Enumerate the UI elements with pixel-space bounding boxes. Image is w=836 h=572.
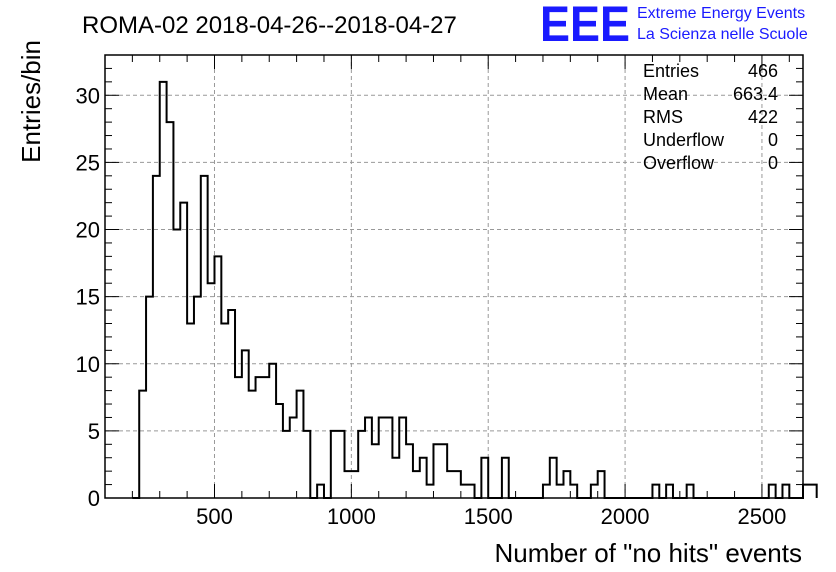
y-tick-labels: 0 5 10 15 20 25 30 (76, 83, 100, 511)
histogram-bin (249, 391, 256, 498)
histogram-bin (392, 458, 399, 498)
x-tick-label: 1000 (327, 504, 376, 529)
y-tick-label: 0 (88, 486, 100, 511)
histogram-bin (187, 323, 194, 498)
y-tick-label: 25 (76, 150, 100, 175)
histogram-bin (351, 471, 358, 498)
chart-title: ROMA-02 2018-04-26--2018-04-27 (82, 12, 457, 39)
logo-mark: EEE (540, 0, 630, 52)
histogram-bin (386, 417, 393, 498)
histogram-bin (687, 485, 694, 498)
histogram-bin (782, 485, 789, 498)
histogram-bin (652, 485, 659, 498)
x-tick-label: 2500 (737, 504, 786, 529)
eee-logo: EEE Extreme Energy Events La Scienza nel… (540, 0, 808, 52)
histogram-bin (420, 458, 427, 498)
x-axis-label: Number of "no hits" events (495, 538, 803, 568)
histogram-bin (317, 485, 324, 498)
histogram-bin (413, 471, 420, 498)
histogram-bin (502, 458, 509, 498)
histogram-bin (146, 297, 153, 498)
y-axis-label: Entries/bin (16, 40, 46, 163)
y-tick-label: 20 (76, 218, 100, 243)
histogram-bin (303, 431, 310, 498)
stats-value: 466 (748, 61, 778, 81)
histogram-bin (372, 444, 379, 498)
histogram-bin (461, 485, 468, 498)
stats-label: RMS (643, 107, 683, 127)
histogram-bin (235, 377, 242, 498)
x-tick-label: 1500 (464, 504, 513, 529)
histogram-bin (167, 122, 174, 498)
histogram-bin (338, 431, 345, 498)
histogram-bin (153, 176, 160, 498)
logo-line-1: Extreme Energy Events (637, 5, 805, 22)
stats-value: 422 (748, 107, 778, 127)
histogram-bin (570, 485, 577, 498)
histogram-bin (283, 431, 290, 498)
histogram-bin (242, 350, 249, 498)
histogram-bin (440, 444, 447, 498)
histogram-bin (214, 256, 221, 498)
histogram-bin (550, 458, 557, 498)
histogram-bin (201, 176, 208, 498)
x-tick-label: 2000 (601, 504, 650, 529)
histogram-bin (139, 391, 146, 498)
histogram-bin (194, 297, 201, 498)
logo-line-2: La Scienza nelle Scuole (637, 26, 808, 43)
histogram-bin (591, 485, 598, 498)
histogram-bin (173, 230, 180, 498)
stats-label: Entries (643, 61, 699, 81)
histogram-bin (365, 417, 372, 498)
histogram-bin (454, 471, 461, 498)
histogram-bin (276, 404, 283, 498)
histogram-bin (160, 82, 167, 498)
histogram-bin (557, 485, 564, 498)
histogram-bin (399, 417, 406, 498)
y-tick-label: 10 (76, 352, 100, 377)
histogram-bin (803, 485, 810, 498)
y-tick-label: 15 (76, 285, 100, 310)
grid-lines (105, 55, 803, 498)
histogram-bin (379, 417, 386, 498)
histogram-bin (810, 485, 817, 498)
histogram-bin (427, 485, 434, 498)
histogram-bin (331, 431, 338, 498)
histogram-bin (345, 471, 352, 498)
stats-box: Entries 466 Mean 663.4 RMS 422 Underflow 0 Overf… (643, 61, 778, 173)
histogram-bin (563, 471, 570, 498)
histogram-bin (447, 471, 454, 498)
histogram-bin (666, 485, 673, 498)
x-tick-labels: 500 1000 1500 2000 2500 (196, 504, 786, 529)
histogram-bin (297, 391, 304, 498)
histogram-bin (468, 485, 475, 498)
histogram-bin (262, 377, 269, 498)
histogram-bin (228, 310, 235, 498)
stats-label: Underflow (643, 130, 725, 150)
stats-label: Mean (643, 84, 688, 104)
histogram-bin (358, 431, 365, 498)
histogram-bin (256, 377, 263, 498)
histogram-bin (543, 485, 550, 498)
y-tick-label: 5 (88, 419, 100, 444)
histogram-bin (406, 444, 413, 498)
stats-value: 0 (768, 153, 778, 173)
plot-frame (104, 54, 804, 499)
x-tick-label: 500 (196, 504, 233, 529)
histogram-bin (290, 417, 297, 498)
histogram-bin (208, 283, 215, 498)
histogram-bin (598, 471, 605, 498)
histogram-bin (433, 444, 440, 498)
histogram-bin (180, 203, 187, 498)
y-tick-label: 30 (76, 83, 100, 108)
histogram-bin (221, 323, 228, 498)
histogram-bin (269, 364, 276, 498)
histogram-bin (481, 458, 488, 498)
histogram-bin (769, 485, 776, 498)
stats-value: 0 (768, 130, 778, 150)
stats-value: 663.4 (733, 84, 778, 104)
stats-label: Overflow (643, 153, 715, 173)
